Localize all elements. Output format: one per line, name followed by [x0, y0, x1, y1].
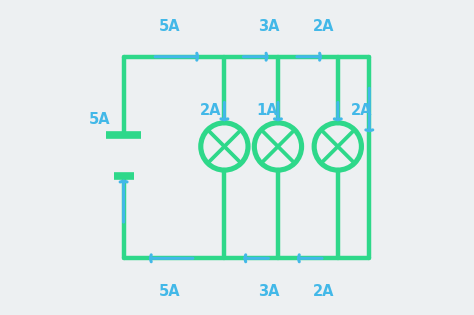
- Text: 3A: 3A: [258, 19, 279, 34]
- Text: 3A: 3A: [258, 284, 279, 299]
- Text: 2A: 2A: [200, 103, 221, 118]
- Text: 5A: 5A: [89, 112, 111, 127]
- Text: 5A: 5A: [158, 284, 180, 299]
- Text: 1A: 1A: [256, 103, 278, 118]
- Text: 5A: 5A: [158, 19, 180, 34]
- Text: 2A: 2A: [313, 284, 334, 299]
- Text: 2A: 2A: [313, 19, 334, 34]
- Text: 2A: 2A: [351, 103, 372, 118]
